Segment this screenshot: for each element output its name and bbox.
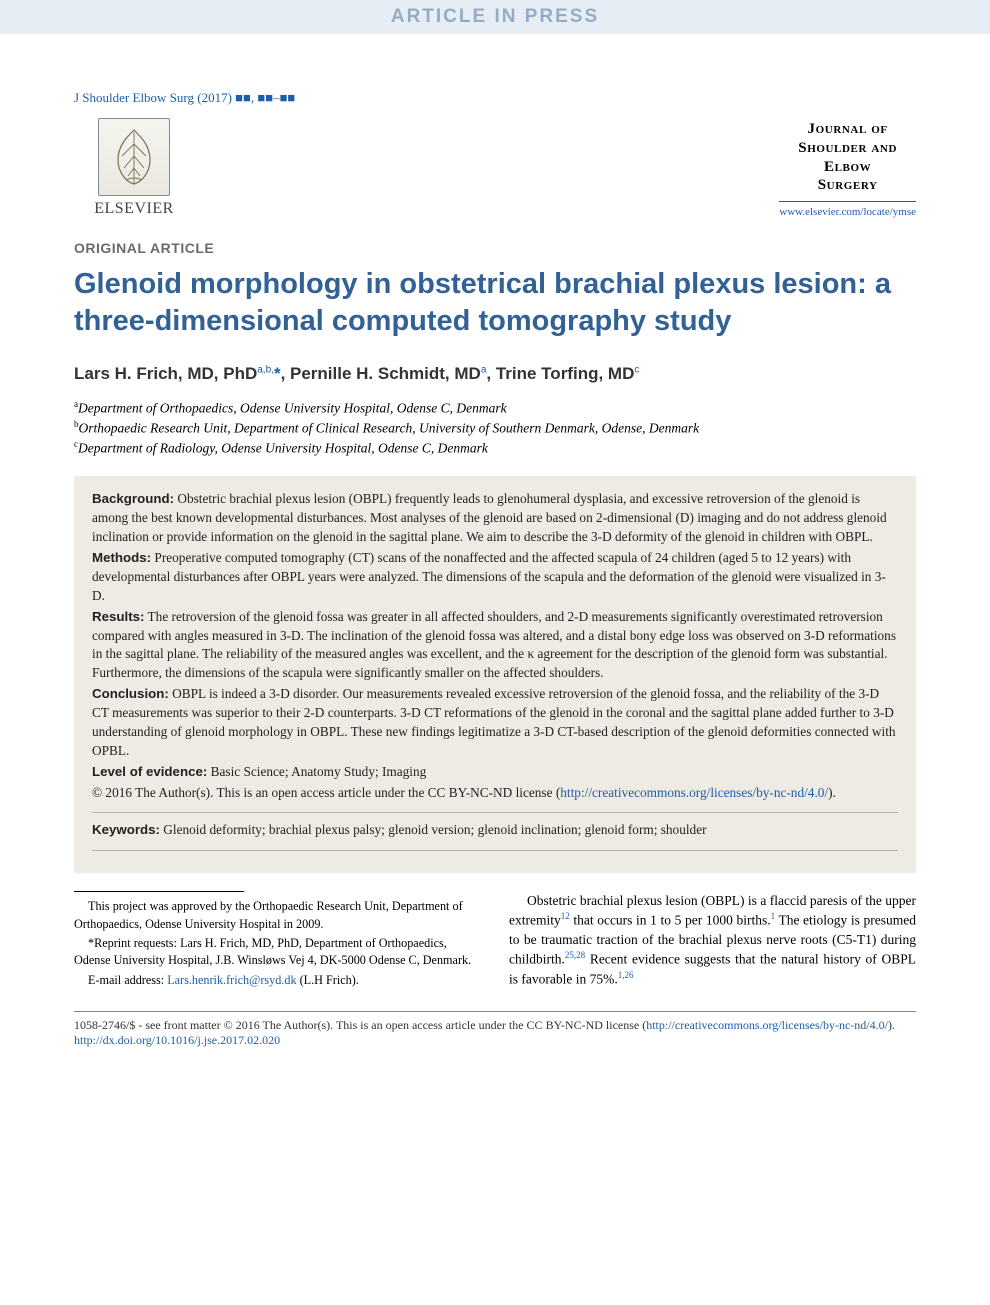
publisher-block: ELSEVIER <box>74 118 194 218</box>
affil-text: Department of Orthopaedics, Odense Unive… <box>78 401 507 416</box>
affil-text: Orthopaedic Research Unit, Department of… <box>79 421 700 436</box>
email-link[interactable]: Lars.henrik.frich@rsyd.dk <box>167 973 296 987</box>
front-matter-pre: 1058-2746/$ - see front matter © 2016 Th… <box>74 1018 646 1032</box>
footnotes: This project was approved by the Orthopa… <box>74 898 481 989</box>
copyright-post: ). <box>828 785 836 800</box>
abstract-head: Methods: <box>92 550 151 565</box>
abstract-divider <box>92 812 898 813</box>
journal-name-line: Shoulder and <box>798 140 897 156</box>
elsevier-logo-icon <box>98 118 170 196</box>
affil-text: Department of Radiology, Odense Universi… <box>78 441 488 456</box>
abstract-text: Preoperative computed tomography (CT) sc… <box>92 550 886 603</box>
license-link[interactable]: http://creativecommons.org/licenses/by-n… <box>560 785 828 800</box>
affiliations: aDepartment of Orthopaedics, Odense Univ… <box>74 398 916 458</box>
journal-url-link[interactable]: www.elsevier.com/locate/ymse <box>779 206 916 218</box>
abstract-text: OBPL is indeed a 3-D disorder. Our measu… <box>92 686 896 758</box>
journal-name-line: Journal of <box>808 121 888 137</box>
footnote-reprint: *Reprint requests: Lars H. Frich, MD, Ph… <box>74 935 481 970</box>
journal-block: Journal of Shoulder and Elbow Surgery ww… <box>779 120 916 218</box>
footnote-approval: This project was approved by the Orthopa… <box>74 898 481 933</box>
license-link-bottom[interactable]: http://creativecommons.org/licenses/by-n… <box>646 1018 888 1032</box>
bottom-rule <box>74 1011 916 1012</box>
abstract-text: The retroversion of the glenoid fossa wa… <box>92 609 896 681</box>
affiliation: bOrthopaedic Research Unit, Department o… <box>74 418 916 438</box>
article-title: Glenoid morphology in obstetrical brachi… <box>74 266 916 340</box>
intro-paragraph: Obstetric brachial plexus lesion (OBPL) … <box>509 891 916 988</box>
authors-line: Lars H. Frich, MD, PhDa,b,*, Pernille H.… <box>74 364 916 384</box>
copyright-pre: © 2016 The Author(s). This is an open ac… <box>92 785 560 800</box>
abstract-methods: Methods: Preoperative computed tomograph… <box>92 549 898 606</box>
abstract-divider <box>92 850 898 851</box>
journal-name: Journal of Shoulder and Elbow Surgery <box>779 120 916 195</box>
email-label: E-mail address: <box>88 973 167 987</box>
abstract-head: Results: <box>92 609 144 624</box>
body-columns: This project was approved by the Orthopa… <box>74 891 916 991</box>
keywords-head: Keywords: <box>92 822 160 837</box>
footnote-email: E-mail address: Lars.henrik.frich@rsyd.d… <box>74 972 481 989</box>
abstract-level: Level of evidence: Basic Science; Anatom… <box>92 763 898 782</box>
abstract-text: Obstetric brachial plexus lesion (OBPL) … <box>92 491 887 544</box>
abstract-head: Background: <box>92 491 174 506</box>
citation-line: J Shoulder Elbow Surg (2017) ■■, ■■–■■ <box>74 90 916 106</box>
abstract-results: Results: The retroversion of the glenoid… <box>92 608 898 684</box>
front-matter-post: ). <box>888 1018 895 1032</box>
page-container: J Shoulder Elbow Surg (2017) ■■, ■■–■■ E… <box>0 34 990 1078</box>
footnote-rule <box>74 891 244 892</box>
journal-name-line: Surgery <box>818 177 878 193</box>
journal-rule <box>779 201 916 202</box>
header-row: ELSEVIER Journal of Shoulder and Elbow S… <box>74 118 916 218</box>
keywords-text: Glenoid deformity; brachial plexus palsy… <box>160 822 707 837</box>
abstract-head: Level of evidence: <box>92 764 207 779</box>
abstract-background: Background: Obstetric brachial plexus le… <box>92 490 898 547</box>
publisher-name: ELSEVIER <box>94 200 174 218</box>
article-in-press-banner: ARTICLE IN PRESS <box>0 0 990 34</box>
email-person: (L.H Frich). <box>297 973 359 987</box>
front-matter-line: 1058-2746/$ - see front matter © 2016 Th… <box>74 1018 916 1033</box>
left-column: This project was approved by the Orthopa… <box>74 891 481 991</box>
article-type-label: ORIGINAL ARTICLE <box>74 240 916 256</box>
abstract-head: Conclusion: <box>92 686 169 701</box>
affiliation: aDepartment of Orthopaedics, Odense Univ… <box>74 398 916 418</box>
abstract-text: Basic Science; Anatomy Study; Imaging <box>207 764 426 779</box>
right-column: Obstetric brachial plexus lesion (OBPL) … <box>509 891 916 991</box>
bottom-text: 1058-2746/$ - see front matter © 2016 Th… <box>74 1018 916 1048</box>
abstract-box: Background: Obstetric brachial plexus le… <box>74 476 916 873</box>
affiliation: cDepartment of Radiology, Odense Univers… <box>74 438 916 458</box>
journal-name-line: Elbow <box>824 159 871 175</box>
doi-link[interactable]: http://dx.doi.org/10.1016/j.jse.2017.02.… <box>74 1033 916 1048</box>
abstract-copyright: © 2016 The Author(s). This is an open ac… <box>92 784 898 803</box>
abstract-conclusion: Conclusion: OBPL is indeed a 3-D disorde… <box>92 685 898 761</box>
abstract-keywords: Keywords: Glenoid deformity; brachial pl… <box>92 821 898 840</box>
